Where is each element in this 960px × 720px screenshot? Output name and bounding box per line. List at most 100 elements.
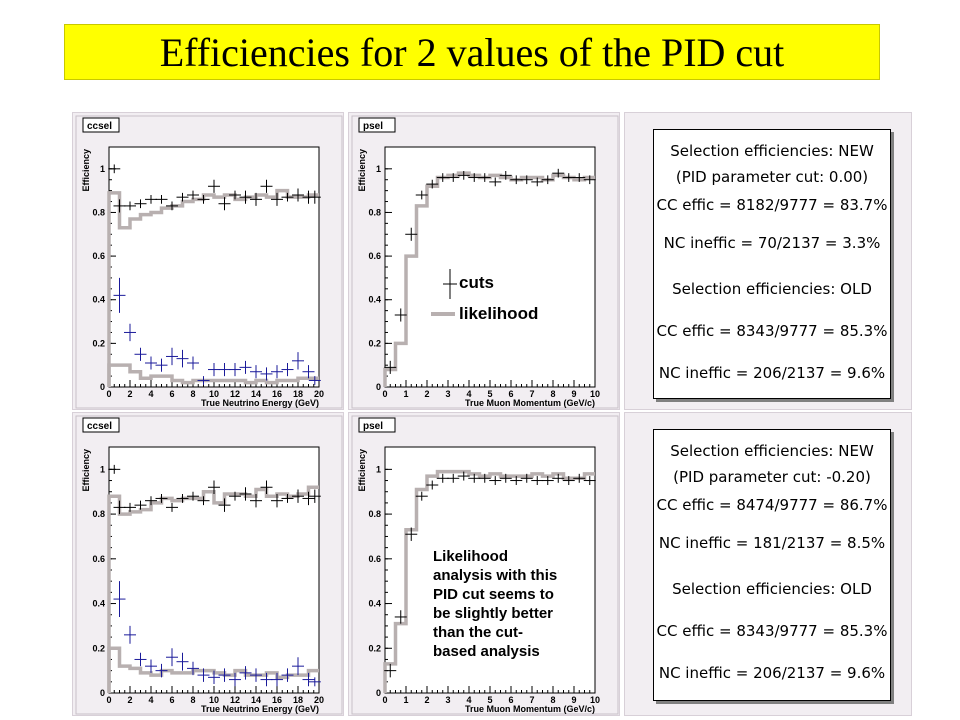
- data-point: [166, 347, 178, 366]
- data-point: [176, 652, 189, 671]
- data-point: [134, 199, 147, 209]
- data-point: [124, 625, 136, 644]
- data-point: [250, 668, 262, 682]
- data-point: [499, 473, 512, 483]
- data-point: [426, 480, 439, 490]
- data-point: [145, 659, 157, 673]
- data-point: [520, 473, 533, 483]
- x-tick-label: 6: [508, 389, 513, 399]
- data-point: [218, 363, 231, 377]
- data-point: [271, 365, 283, 379]
- data-point: [145, 195, 157, 204]
- data-point: [308, 677, 321, 687]
- data-point: [113, 199, 126, 213]
- series-cc-cuts: [108, 464, 321, 515]
- x-axis-label: True Muon Momentum (GeV/c): [465, 398, 595, 408]
- panel-frame: [351, 415, 619, 715]
- data-point: [166, 502, 178, 512]
- x-axis-label: True Neutrino Energy (GeV): [201, 398, 319, 408]
- data-point: [155, 663, 168, 678]
- data-point: [478, 173, 491, 182]
- x-tick-label: 3: [445, 695, 450, 705]
- data-point: [573, 173, 586, 182]
- data-point: [208, 179, 220, 193]
- stats-line: Selection efficiencies: OLD: [672, 580, 872, 598]
- data-point: [197, 195, 210, 204]
- data-point: [229, 190, 241, 200]
- panel-frame: [75, 115, 343, 409]
- histogram-tag-box: [82, 117, 120, 133]
- data-point: [468, 173, 481, 182]
- analysis-note-line: be slightly better: [433, 605, 554, 622]
- data-point: [239, 666, 252, 680]
- stats-line: NC ineffic = 70/2137 = 3.3%: [663, 234, 881, 252]
- data-point: [271, 192, 283, 206]
- y-tick-label: 0.8: [368, 509, 381, 519]
- stats-line: CC effic = 8343/9777 = 85.3%: [656, 322, 888, 340]
- data-point: [468, 473, 481, 483]
- data-point: [573, 473, 586, 483]
- stats-line: Selection efficiencies: NEW: [670, 442, 874, 460]
- x-tick-label: 0: [382, 695, 387, 705]
- x-tick-label: 18: [293, 389, 303, 399]
- x-tick-label: 1: [403, 389, 408, 399]
- series-nc-cuts: [113, 581, 321, 687]
- data-point: [292, 188, 304, 202]
- title-banner: Efficiencies for 2 values of the PID cut: [64, 24, 880, 80]
- data-point: [250, 365, 262, 379]
- data-point: [208, 670, 220, 685]
- chart-panel-ccsel-top: ccsel 0 0.2 0.4 0.6 0.8 1 0 2 4 6 8 10 12 14 16 18 20 True…: [72, 112, 344, 410]
- y-tick-label: 0.8: [368, 207, 381, 217]
- y-tick-label: 0.6: [368, 251, 381, 261]
- data-point: [478, 473, 491, 483]
- panel-frame: [75, 415, 343, 715]
- stats-line: NC ineffic = 181/2137 = 8.5%: [658, 534, 886, 552]
- legend-likelihood-label: likelihood: [459, 304, 539, 323]
- analysis-note-line: PID cut seems to: [433, 586, 554, 603]
- data-point: [405, 527, 418, 541]
- histogram-tag-box: [82, 417, 120, 433]
- x-tick-label: 5: [487, 695, 492, 705]
- data-point: [176, 493, 189, 503]
- data-point: [108, 164, 121, 174]
- data-point: [302, 672, 315, 687]
- data-point: [176, 349, 189, 368]
- data-point: [155, 493, 168, 503]
- y-axis-label: Efficiency: [81, 449, 91, 492]
- data-point: [281, 493, 294, 503]
- data-point: [113, 500, 126, 515]
- histogram-tag-box: [358, 117, 396, 133]
- x-tick-label: 8: [550, 389, 555, 399]
- x-tick-label: 9: [571, 389, 576, 399]
- series-cuts: [384, 471, 596, 678]
- stats-line: Selection efficiencies: OLD: [672, 280, 872, 298]
- x-tick-label: 6: [508, 695, 513, 705]
- data-point: [239, 487, 252, 501]
- data-point: [394, 308, 407, 322]
- x-tick-label: 2: [424, 695, 429, 705]
- stats-line: (PID parameter cut: -0.20): [673, 468, 871, 486]
- data-point: [271, 672, 283, 687]
- x-tick-label: 18: [293, 695, 303, 705]
- data-point: [583, 476, 596, 486]
- data-point: [302, 365, 315, 379]
- x-tick-label: 3: [445, 389, 450, 399]
- data-point: [489, 177, 502, 187]
- analysis-note-line: based analysis: [433, 643, 540, 660]
- data-point: [250, 493, 262, 508]
- data-point: [197, 668, 210, 682]
- x-tick-label: 20: [314, 389, 324, 399]
- data-point: [436, 173, 449, 182]
- stats-line: (PID parameter cut: 0.00): [675, 168, 869, 186]
- y-tick-label: 0: [100, 688, 105, 698]
- x-tick-label: 6: [169, 695, 174, 705]
- data-point: [292, 352, 304, 370]
- data-point: [583, 175, 596, 185]
- x-tick-label: 2: [127, 695, 132, 705]
- data-point: [166, 648, 178, 667]
- data-point: [229, 363, 241, 377]
- x-tick-label: 4: [466, 389, 471, 399]
- data-point: [155, 358, 168, 372]
